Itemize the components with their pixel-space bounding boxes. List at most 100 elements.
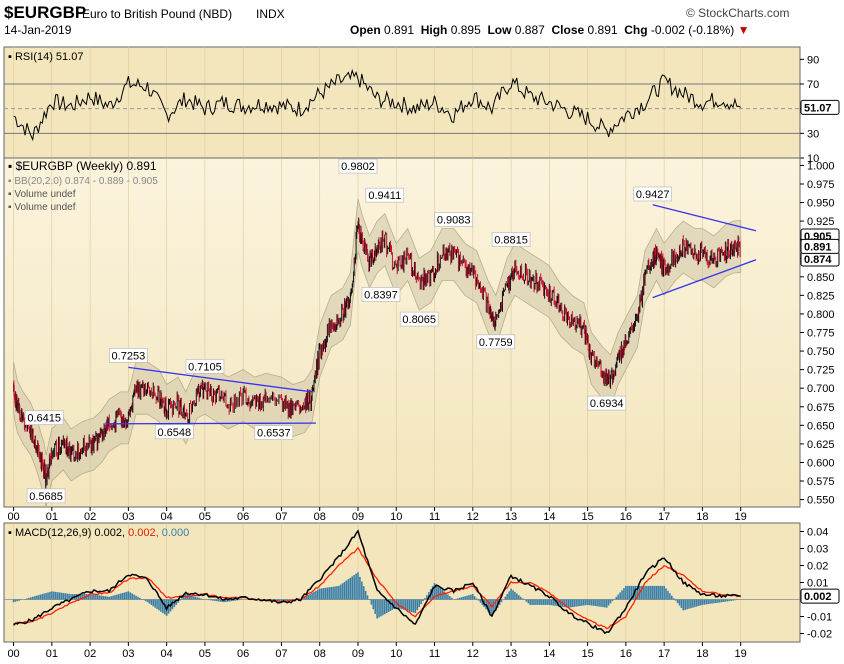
macd-histogram-bar [104,596,107,600]
macd-histogram-bar [87,594,89,600]
x-axis-label: 18 [696,511,708,523]
macd-histogram-bar [728,599,731,602]
macd-histogram-bar [598,599,600,607]
macd-histogram-bar [596,599,598,607]
brand-label[interactable]: © StockCharts.com [686,6,790,20]
macd-histogram-bar [41,594,44,600]
macd-histogram-bar [158,599,160,611]
macd-histogram-bar [393,599,396,609]
x-axis-label: 16 [620,511,632,523]
macd-histogram-bar [230,599,233,602]
macd-histogram-bar [56,592,59,600]
macd-histogram-bar [54,591,57,600]
price-axis-tick-label: 0.725 [807,365,835,377]
macd-histogram-bar [426,595,428,600]
macd-histogram-bar [403,599,405,610]
annotation-label: 0.7759 [479,337,513,349]
macd-histogram-bar [144,599,147,602]
macd-axis-tick-label: 0.03 [807,544,828,556]
macd-histogram-bar [177,599,179,603]
x-axis-label: 06 [237,511,249,523]
price-last-value-tag: 0.891 [804,241,832,253]
macd-histogram-bar [338,585,340,600]
macd-histogram-bar [575,599,577,607]
macd-histogram-bar [79,594,82,600]
macd-histogram-bar [516,593,518,600]
macd-histogram-bar [146,599,149,603]
macd-histogram-bar [475,598,478,600]
high-label: High [420,23,448,37]
macd-histogram-bar [494,599,497,611]
macd-histogram-bar [519,596,522,600]
macd-histogram-bar [160,599,162,612]
macd-histogram-bar [628,585,631,600]
price-axis-tick-label: 0.650 [807,420,835,432]
macd-histogram-bar [600,599,602,607]
bb-legend: ▪ BB(20,2.0) 0.874 - 0.889 - 0.905 [8,176,158,187]
macd-histogram-bar [523,599,526,601]
low-label: Low [487,23,512,37]
macd-histogram-bar [447,594,449,600]
macd-histogram-bar [135,595,137,600]
price-axis-tick-label: 0.975 [807,179,835,191]
macd-histogram-bar [506,594,509,600]
macd-histogram-bar [49,591,51,600]
macd-histogram-bar [514,591,516,600]
macd-histogram-bar [137,596,139,600]
macd-histogram-bar [569,599,572,608]
macd-histogram-bar [102,595,105,600]
price-axis-tick-label: 0.775 [807,328,835,340]
macd-last-value-tag: 0.002 [804,591,832,603]
macd-histogram-bar [573,599,576,607]
price-axis-tick-label: 0.625 [807,439,835,451]
annotation-box [361,287,401,302]
macd-histogram-bar [477,599,480,601]
macd-histogram-bar [68,593,70,600]
macd-histogram-bar [343,581,346,600]
macd-histogram-bar [389,599,392,611]
macd-histogram-bar [716,599,719,603]
annotation-box [476,334,516,350]
macd-legend: ▪ MACD(12,26,9) 0.002, 0.002, 0.000 [8,527,189,539]
macd-histogram-bar [320,588,323,600]
macd-histogram-bar [29,597,32,600]
macd-histogram-bar [481,599,484,605]
x-axis-label-bottom: 16 [620,648,632,660]
macd-histogram-bar [510,588,512,600]
macd-histogram-bar [567,599,570,608]
macd-histogram-bar [669,593,671,600]
macd-histogram-bar [619,592,621,600]
annotation-label: 0.9083 [437,215,471,227]
macd-histogram-bar [437,586,440,600]
annotation-box [365,187,405,203]
macd-histogram-bar [707,599,709,605]
macd-histogram-bar [590,599,593,606]
macd-histogram-bar [26,598,28,600]
macd-histogram-bar [232,599,235,601]
macd-histogram-bar [529,599,532,605]
macd-histogram-bar [450,597,453,600]
macd-histogram-bar [372,599,375,610]
macd-histogram-bar [125,591,128,600]
macd-histogram-bar [422,599,424,602]
macd-histogram-bar [715,599,717,604]
macd-histogram-bar [672,598,675,600]
macd-histogram-bar [284,599,287,602]
ohlc-readout: Open 0.891 High 0.895 Low 0.887 Close 0.… [350,23,750,37]
macd-histogram-bar [632,585,635,600]
macd-histogram-bar [142,599,145,601]
annotation-label: 0.6415 [27,413,61,425]
macd-histogram-bar [62,592,65,600]
x-axis-label-bottom: 05 [199,648,211,660]
macd-histogram-bar [173,599,176,608]
macd-histogram-bar [370,599,373,605]
macd-histogram-bar [351,576,354,600]
annotation-box [154,424,194,440]
instrument-name: Euro to British Pound (NBD) [82,7,233,21]
macd-histogram-bar [52,591,55,600]
macd-histogram-bar [718,599,721,603]
macd-histogram-bar [703,599,706,605]
macd-histogram-bar [98,595,101,600]
macd-histogram-bar [70,594,72,600]
macd-histogram-bar [462,596,465,600]
